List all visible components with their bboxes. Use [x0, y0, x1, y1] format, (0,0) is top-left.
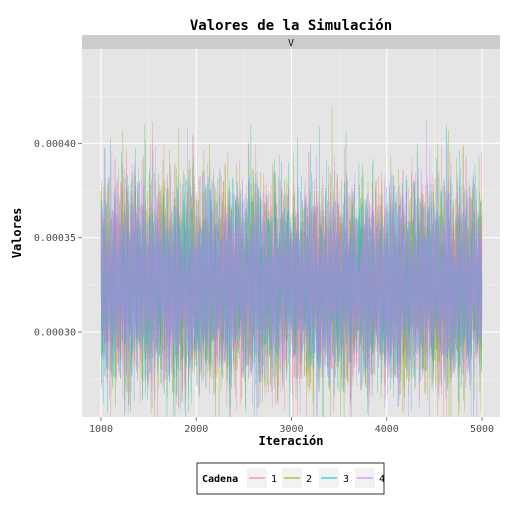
x-axis-ticks: 1000 2000 3000 4000 5000 — [89, 417, 494, 435]
legend-title: Cadena — [202, 474, 238, 485]
facet-strip — [82, 35, 500, 49]
legend-label-2: 2 — [306, 474, 312, 485]
series-line-4 — [100, 119, 483, 418]
x-tick-label: 4000 — [375, 424, 399, 435]
x-tick-label: 5000 — [470, 424, 494, 435]
x-tick-label: 1000 — [89, 424, 113, 435]
y-tick-label: 0.00040 — [34, 139, 76, 150]
legend-label-3: 3 — [343, 474, 349, 485]
legend-label-4: 4 — [379, 474, 385, 485]
y-tick-label: 0.00030 — [34, 328, 76, 339]
x-tick-label: 2000 — [184, 424, 208, 435]
legend-label-1: 1 — [271, 474, 277, 485]
series-layer — [100, 106, 483, 418]
facet-label: V — [288, 38, 294, 49]
chart-title: Valores de la Simulación — [190, 18, 392, 34]
legend: Cadena 1 2 3 4 — [196, 462, 385, 495]
x-tick-label: 3000 — [279, 424, 303, 435]
y-axis-title: Valores — [10, 208, 24, 259]
y-axis-ticks: 0.00030 0.00035 0.00040 — [34, 139, 82, 339]
x-axis-title: Iteración — [258, 434, 323, 448]
y-tick-label: 0.00035 — [34, 233, 76, 244]
legend-items: 1 2 3 4 — [247, 468, 385, 488]
